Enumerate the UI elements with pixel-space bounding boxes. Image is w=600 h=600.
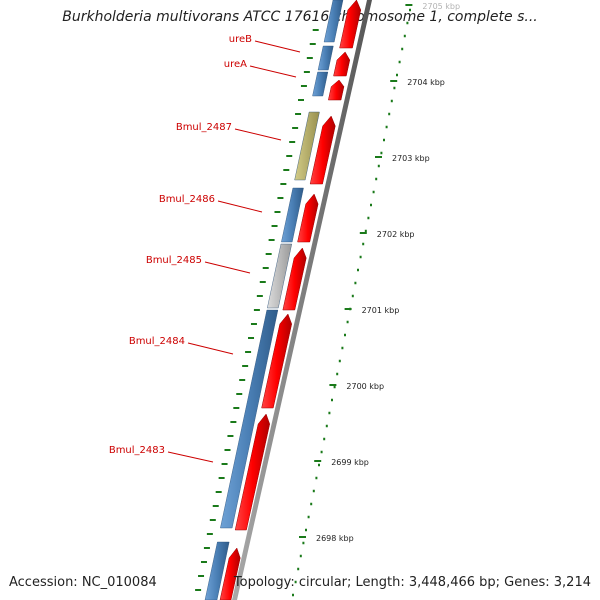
gene-label-Bmul_2485[interactable]: Bmul_2485: [146, 255, 202, 266]
forward-gene-arrow[interactable]: [261, 313, 292, 409]
kbp-label-2704-kbp: 2704 kbp: [407, 78, 445, 87]
kbp-label-2698-kbp: 2698 kbp: [316, 534, 354, 543]
reverse-gene-block[interactable]: [220, 309, 279, 529]
genome-backbone: [232, 0, 372, 600]
kbp-label-2700-kbp: 2700 kbp: [346, 382, 384, 391]
olive-gene-block[interactable]: [294, 111, 320, 181]
gene-label-leader: [254, 40, 301, 53]
forward-gene-arrow[interactable]: [339, 0, 362, 49]
gene-label-leader: [234, 128, 282, 141]
gray-gene-block[interactable]: [267, 243, 293, 309]
gene-label-leader: [249, 65, 297, 78]
gene-label-Bmul_2483[interactable]: Bmul_2483: [109, 445, 165, 456]
reverse-gene-block[interactable]: [323, 0, 344, 43]
gene-label-ureB[interactable]: ureB: [229, 34, 252, 45]
gene-label-Bmul_2486[interactable]: Bmul_2486: [159, 194, 215, 205]
reverse-gene-block[interactable]: [312, 71, 329, 97]
gene-label-leader: [217, 200, 263, 213]
forward-gene-arrow[interactable]: [297, 193, 319, 243]
gene-label-leader: [167, 451, 214, 463]
reverse-gene-block[interactable]: [204, 541, 230, 600]
forward-gene-arrow[interactable]: [282, 247, 307, 311]
kbp-label-2702-kbp: 2702 kbp: [377, 230, 415, 239]
genome-summary-text: Topology: circular; Length: 3,448,466 bp…: [233, 575, 591, 590]
reverse-gene-block[interactable]: [317, 45, 334, 71]
forward-gene-arrow[interactable]: [333, 51, 351, 77]
kbp-label-2699-kbp: 2699 kbp: [331, 458, 369, 467]
gene-label-leader: [204, 261, 251, 274]
gene-label-leader: [187, 342, 234, 355]
forward-gene-arrow[interactable]: [309, 115, 336, 185]
kbp-label-2705-kbp: 2705 kbp: [422, 2, 460, 11]
forward-gene-arrow[interactable]: [328, 79, 345, 101]
gene-label-Bmul_2484[interactable]: Bmul_2484: [129, 336, 185, 347]
forward-gene-arrow[interactable]: [219, 547, 241, 600]
reverse-gene-block[interactable]: [281, 187, 304, 243]
map-title: Burkholderia multivorans ATCC 17616 chro…: [62, 9, 538, 25]
accession-text: Accession: NC_010084: [9, 575, 157, 590]
kbp-label-2701-kbp: 2701 kbp: [362, 306, 400, 315]
gene-label-ureA[interactable]: ureA: [224, 59, 247, 70]
gene-label-Bmul_2487[interactable]: Bmul_2487: [176, 122, 232, 133]
kbp-label-2703-kbp: 2703 kbp: [392, 154, 430, 163]
forward-gene-arrow[interactable]: [234, 413, 270, 531]
